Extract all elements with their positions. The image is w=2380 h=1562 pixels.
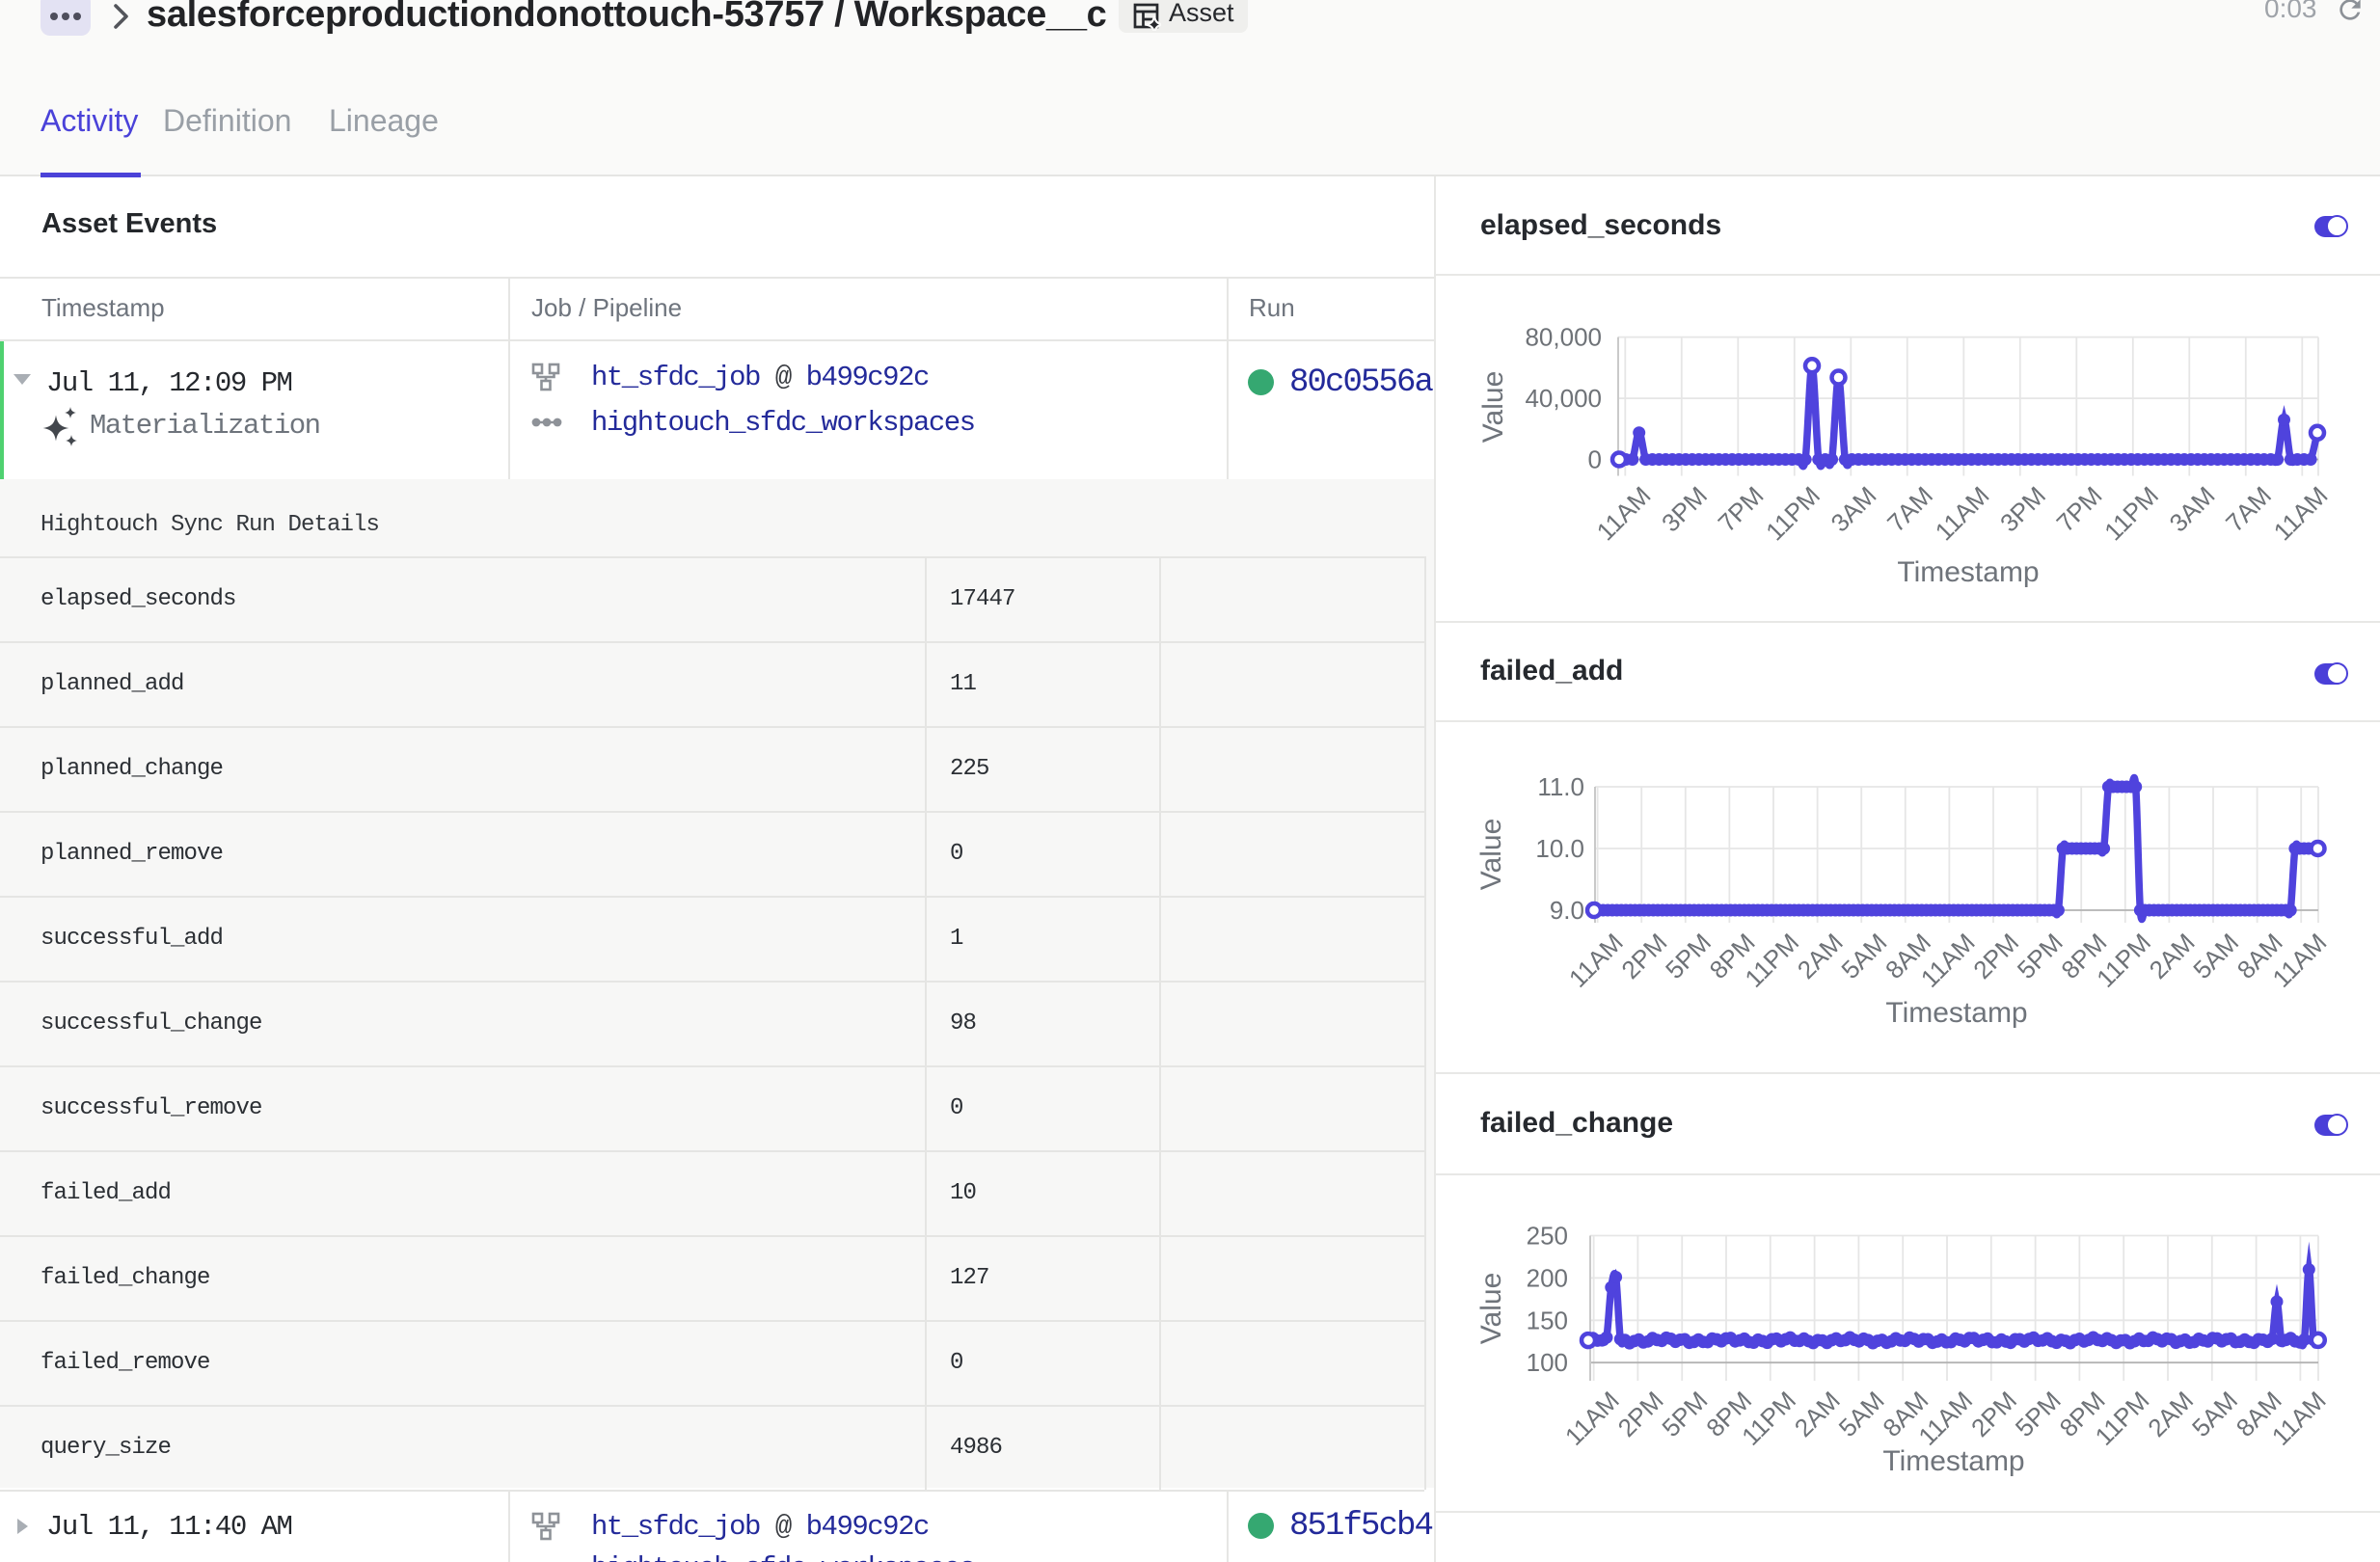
svg-text:5PM: 5PM [2010,1386,2067,1442]
svg-text:Timestamp: Timestamp [1882,1445,2024,1477]
svg-text:5PM: 5PM [1660,928,1717,984]
svg-text:5PM: 5PM [2012,928,2069,984]
svg-text:5AM: 5AM [1833,1386,1890,1442]
svg-text:11PM: 11PM [2098,481,2164,547]
svg-text:7PM: 7PM [2051,481,2108,538]
svg-text:5AM: 5AM [2187,928,2244,984]
svg-text:Value: Value [1475,819,1507,891]
svg-text:5PM: 5PM [1656,1386,1713,1442]
svg-text:80,000: 80,000 [1525,323,1602,352]
svg-text:Timestamp: Timestamp [1885,997,2027,1029]
svg-text:11PM: 11PM [1760,481,1826,547]
svg-text:3PM: 3PM [1656,481,1713,538]
svg-text:0: 0 [1588,445,1602,474]
svg-text:5AM: 5AM [1835,928,1892,984]
svg-text:Value: Value [1475,1273,1507,1345]
svg-text:2AM: 2AM [1792,928,1849,984]
svg-text:5AM: 5AM [2186,1386,2243,1442]
svg-text:200: 200 [1527,1263,1568,1292]
svg-text:11AM: 11AM [1591,481,1657,547]
svg-text:2AM: 2AM [1789,1386,1846,1442]
svg-text:3PM: 3PM [1994,481,2051,538]
svg-text:10.0: 10.0 [1535,834,1584,863]
svg-text:2PM: 2PM [1965,1386,2022,1442]
svg-text:150: 150 [1527,1306,1568,1334]
svg-text:2PM: 2PM [1615,928,1672,984]
svg-text:2PM: 2PM [1967,928,2024,984]
svg-text:100: 100 [1527,1348,1568,1377]
svg-text:2AM: 2AM [2142,1386,2199,1442]
svg-text:11.0: 11.0 [1537,772,1584,801]
svg-text:Value: Value [1477,371,1509,444]
svg-text:Timestamp: Timestamp [1897,556,2039,588]
svg-text:7PM: 7PM [1713,481,1770,538]
svg-text:7AM: 7AM [1881,481,1938,538]
svg-text:11AM: 11AM [1930,481,1995,547]
svg-text:11AM: 11AM [2268,481,2334,547]
svg-text:40,000: 40,000 [1525,384,1602,413]
svg-text:9.0: 9.0 [1550,896,1584,925]
svg-text:2PM: 2PM [1612,1386,1669,1442]
svg-text:3AM: 3AM [1826,481,1882,538]
svg-text:250: 250 [1527,1222,1568,1251]
svg-text:7AM: 7AM [2220,481,2277,538]
svg-text:3AM: 3AM [2164,481,2221,538]
svg-text:2AM: 2AM [2144,928,2201,984]
